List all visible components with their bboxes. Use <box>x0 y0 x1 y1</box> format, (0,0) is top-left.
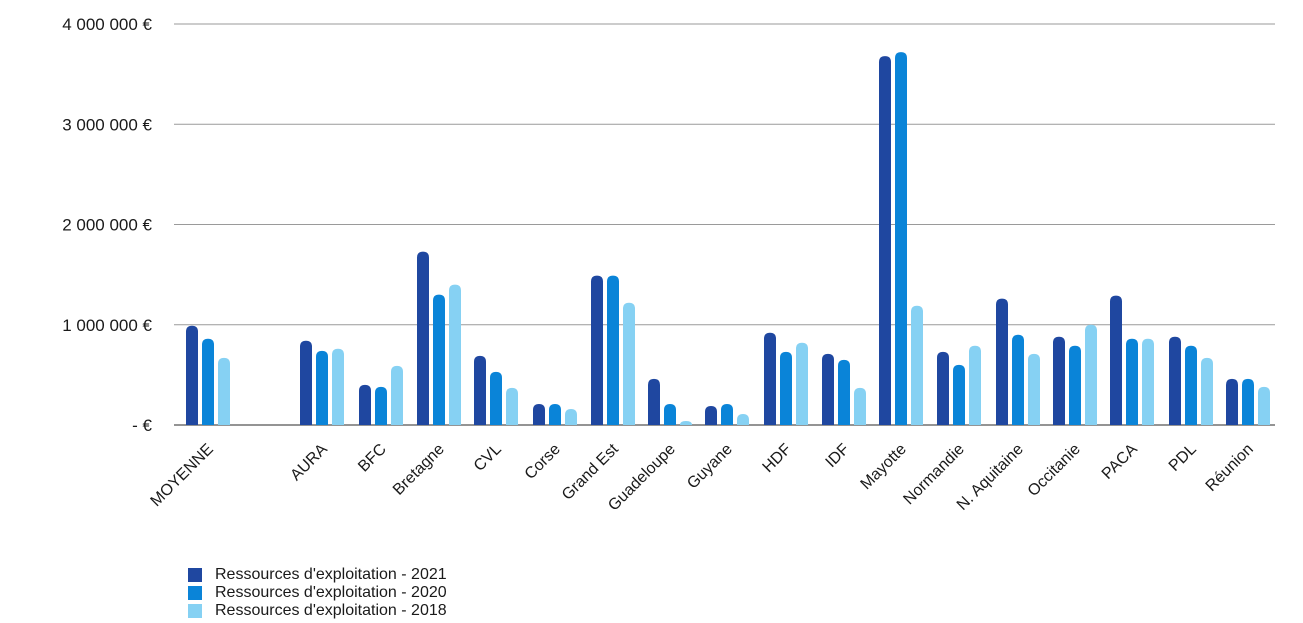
bar-paca-series-1 <box>1110 295 1122 425</box>
bar-paca-series-2 <box>1126 338 1138 425</box>
bar-occitanie-series-2 <box>1069 345 1081 425</box>
x-tick-label: Réunion <box>1203 441 1257 495</box>
bar-pdl-series-3 <box>1201 357 1213 425</box>
legend-swatch <box>188 586 202 600</box>
bar-idf-series-3 <box>854 387 866 425</box>
bar-occitanie-series-3 <box>1085 324 1097 425</box>
bar-bretagne-series-3 <box>449 284 461 425</box>
bar-guadeloupe-series-3 <box>680 420 692 425</box>
bar-bretagne-series-1 <box>417 251 429 425</box>
bar-mayotte-series-1 <box>879 56 891 425</box>
bar-bfc-series-2 <box>375 386 387 425</box>
x-tick-label: PACA <box>1099 441 1141 483</box>
x-tick-label: HDF <box>760 441 795 476</box>
x-tick-label: Corse <box>522 441 564 483</box>
x-tick-label: MOYENNE <box>148 441 217 510</box>
bar-idf-series-1 <box>822 353 834 425</box>
bar-cvl-series-2 <box>490 371 502 425</box>
x-tick-label: IDF <box>823 441 853 471</box>
x-tick-label: CVL <box>471 441 505 475</box>
legend-item: Ressources d'exploitation - 2018 <box>188 602 447 620</box>
bar-bfc-series-1 <box>359 384 371 425</box>
legend-label: Ressources d'exploitation - 2020 <box>215 584 447 601</box>
bar-hdf-series-2 <box>780 351 792 425</box>
bar-r-union-series-3 <box>1258 386 1270 425</box>
x-tick-label: Guyane <box>684 441 736 493</box>
y-axis-tick-labels: - € 1 000 000 € 2 000 000 € 3 000 000 € 4 00… <box>62 15 152 435</box>
x-tick-label: AURA <box>287 441 331 485</box>
x-tick-label: BFC <box>355 441 390 476</box>
y-tick-label: 4 000 000 € <box>62 15 152 34</box>
bar-r-union-series-1 <box>1226 378 1238 425</box>
bar-n-aquitaine-series-2 <box>1012 334 1024 425</box>
bar-grand-est-series-2 <box>607 275 619 425</box>
bars <box>186 52 1270 425</box>
bar-bfc-series-3 <box>391 365 403 425</box>
bar-aura-series-1 <box>300 340 312 425</box>
bar-grand-est-series-3 <box>623 302 635 425</box>
x-tick-label: Occitanie <box>1025 441 1084 500</box>
x-tick-label: Mayotte <box>858 441 910 493</box>
bar-n-aquitaine-series-3 <box>1028 353 1040 425</box>
bar-cvl-series-3 <box>506 387 518 425</box>
legend-swatch <box>188 604 202 618</box>
bar-normandie-series-2 <box>953 364 965 425</box>
legend-label: Ressources d'exploitation - 2018 <box>215 602 447 619</box>
bar-bretagne-series-2 <box>433 294 445 425</box>
bar-normandie-series-3 <box>969 345 981 425</box>
bar-moyenne-series-2 <box>202 338 214 425</box>
legend-label: Ressources d'exploitation - 2021 <box>215 566 447 583</box>
bar-moyenne-series-3 <box>218 357 230 425</box>
bar-hdf-series-3 <box>796 342 808 425</box>
bar-guadeloupe-series-2 <box>664 403 676 425</box>
bar-cvl-series-1 <box>474 355 486 425</box>
bar-chart: - € 1 000 000 € 2 000 000 € 3 000 000 € 4 00… <box>62 15 1275 514</box>
x-tick-label: Bretagne <box>390 441 448 499</box>
bar-aura-series-2 <box>316 350 328 425</box>
bar-r-union-series-2 <box>1242 378 1254 425</box>
bar-normandie-series-1 <box>937 351 949 425</box>
bar-aura-series-3 <box>332 348 344 425</box>
bar-guadeloupe-series-1 <box>648 378 660 425</box>
legend: Ressources d'exploitation - 2021 Ressourc… <box>188 566 447 620</box>
legend-item: Ressources d'exploitation - 2021 <box>188 566 447 584</box>
legend-swatch <box>188 568 202 582</box>
y-tick-label: 2 000 000 € <box>62 216 152 235</box>
bar-occitanie-series-1 <box>1053 336 1065 425</box>
bar-corse-series-2 <box>549 403 561 425</box>
y-tick-label: 1 000 000 € <box>62 316 152 335</box>
y-tick-label: 3 000 000 € <box>62 115 152 134</box>
bar-guyane-series-1 <box>705 405 717 425</box>
bar-pdl-series-2 <box>1185 345 1197 425</box>
bar-guyane-series-2 <box>721 403 733 425</box>
y-tick-label: - € <box>132 416 152 435</box>
bar-hdf-series-1 <box>764 332 776 425</box>
bar-paca-series-3 <box>1142 338 1154 425</box>
bar-moyenne-series-1 <box>186 325 198 425</box>
bar-grand-est-series-1 <box>591 275 603 425</box>
bar-corse-series-3 <box>565 408 577 425</box>
bar-idf-series-2 <box>838 359 850 425</box>
bar-mayotte-series-3 <box>911 305 923 425</box>
bar-n-aquitaine-series-1 <box>996 298 1008 425</box>
bar-guyane-series-3 <box>737 413 749 425</box>
legend-item: Ressources d'exploitation - 2020 <box>188 584 447 602</box>
bar-mayotte-series-2 <box>895 52 907 425</box>
bar-corse-series-1 <box>533 403 545 425</box>
x-tick-label: PDL <box>1166 441 1200 475</box>
bar-pdl-series-1 <box>1169 336 1181 425</box>
